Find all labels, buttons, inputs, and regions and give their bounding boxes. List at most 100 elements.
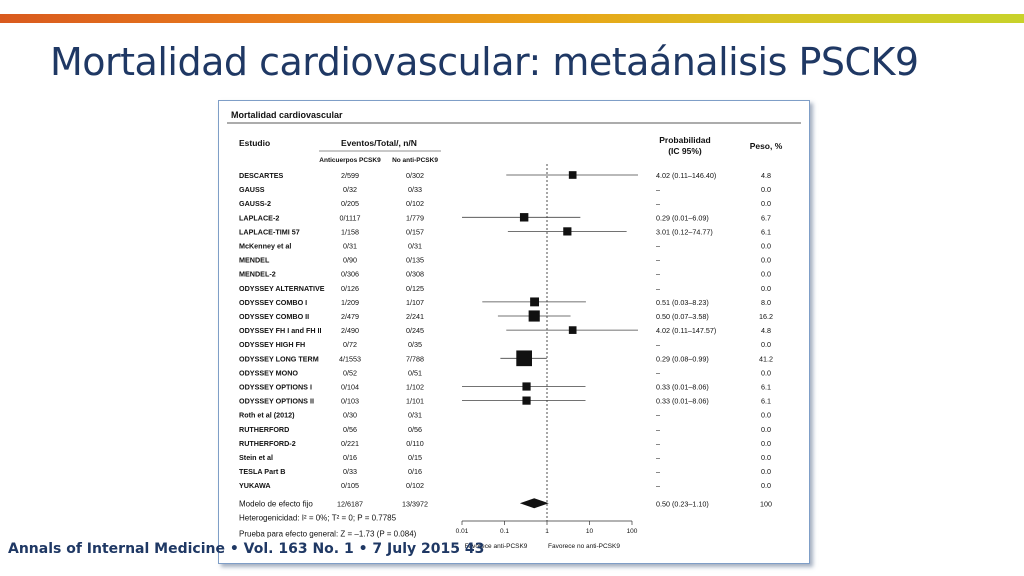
x-axis-tick-label: 0.1 — [500, 528, 509, 535]
pooled-control: 13/3972 — [402, 499, 428, 508]
study-treated: 0/205 — [341, 199, 359, 208]
study-control: 7/788 — [406, 354, 424, 363]
study-or-ci: – — [656, 481, 660, 490]
study-weight: 8.0 — [761, 298, 771, 307]
header-probability: Probabilidad — [659, 135, 710, 145]
x-axis-tick-label: 100 — [627, 528, 638, 535]
header-treated: Anticuerpos PCSK9 — [319, 157, 381, 164]
header-probability-ci: (IC 95%) — [668, 146, 702, 156]
study-name: DESCARTES — [239, 171, 284, 180]
study-treated: 0/126 — [341, 284, 359, 293]
study-or-ci: 0.51 (0.03–8.23) — [656, 298, 709, 307]
study-name: ODYSSEY ALTERNATIVE — [239, 284, 325, 293]
study-weight: 0.0 — [761, 185, 771, 194]
study-treated: 2/599 — [341, 171, 359, 180]
study-point — [516, 350, 532, 367]
study-control: 0/33 — [408, 185, 422, 194]
study-weight: 0.0 — [761, 439, 771, 448]
study-treated: 0/1117 — [340, 213, 361, 222]
study-name: ODYSSEY OPTIONS I — [239, 383, 312, 392]
study-treated: 0/105 — [341, 481, 359, 490]
study-treated: 4/1553 — [339, 354, 361, 363]
heterogeneity-text: Heterogenicidad: I² = 0%; Τ² = 0; P = 0.… — [239, 513, 397, 522]
study-point — [568, 326, 577, 334]
accent-bar — [0, 14, 1024, 23]
pooled-name: Modelo de efecto fijo — [239, 499, 313, 508]
study-or-ci: 3.01 (0.12–74.77) — [656, 227, 713, 236]
study-treated: 0/31 — [343, 242, 357, 251]
study-control: 0/157 — [406, 227, 424, 236]
study-name: McKenney et al — [239, 242, 291, 251]
study-or-ci: 0.29 (0.08–0.99) — [656, 354, 709, 363]
study-name: MENDEL-2 — [239, 270, 276, 279]
study-control: 1/101 — [406, 397, 424, 406]
study-name: ODYSSEY FH I and FH II — [239, 326, 322, 335]
study-or-ci: – — [656, 368, 660, 377]
study-weight: 0.0 — [761, 270, 771, 279]
study-control: 2/241 — [406, 312, 424, 321]
study-control: 0/102 — [406, 481, 424, 490]
study-name: ODYSSEY OPTIONS II — [239, 397, 314, 406]
study-control: 0/35 — [408, 340, 422, 349]
study-treated: 0/306 — [341, 270, 359, 279]
pooled-weight: 100 — [760, 499, 772, 508]
study-treated: 0/33 — [343, 467, 357, 476]
study-name: ODYSSEY LONG TERM — [239, 354, 319, 363]
study-name: RUTHERFORD — [239, 425, 289, 434]
study-or-ci: 0.33 (0.01–8.06) — [656, 383, 709, 392]
study-control: 0/31 — [408, 411, 422, 420]
study-treated: 0/32 — [343, 185, 357, 194]
study-treated: 2/479 — [341, 312, 359, 321]
study-treated: 1/158 — [341, 227, 359, 236]
study-weight: 0.0 — [761, 411, 771, 420]
study-or-ci: – — [656, 340, 660, 349]
study-weight: 0.0 — [761, 340, 771, 349]
study-weight: 16.2 — [759, 312, 773, 321]
study-point — [528, 310, 540, 322]
x-axis-tick-label: 10 — [586, 528, 594, 535]
study-name: ODYSSEY COMBO II — [239, 312, 309, 321]
study-treated: 0/16 — [343, 453, 357, 462]
study-or-ci: – — [656, 467, 660, 476]
study-treated: 1/209 — [341, 298, 359, 307]
study-weight: 0.0 — [761, 425, 771, 434]
study-or-ci: – — [656, 270, 660, 279]
header-events: Eventos/Total/, n/N — [341, 138, 417, 148]
study-or-ci: – — [656, 411, 660, 420]
study-name: RUTHERFORD-2 — [239, 439, 296, 448]
study-name: ODYSSEY MONO — [239, 368, 298, 377]
study-control: 0/31 — [408, 242, 422, 251]
study-or-ci: – — [656, 439, 660, 448]
study-name: GAUSS — [239, 185, 265, 194]
study-weight: 6.1 — [761, 383, 771, 392]
study-weight: 4.8 — [761, 326, 771, 335]
slide-title: Mortalidad cardiovascular: metaánalisis … — [50, 40, 919, 84]
study-or-ci: – — [656, 256, 660, 265]
pooled-diamond — [519, 498, 549, 509]
study-weight: 0.0 — [761, 242, 771, 251]
study-treated: 0/90 — [343, 256, 357, 265]
study-weight: 0.0 — [761, 284, 771, 293]
study-treated: 0/103 — [341, 397, 359, 406]
pooled-or-ci: 0.50 (0.23–1.10) — [656, 499, 709, 508]
study-weight: 0.0 — [761, 368, 771, 377]
study-or-ci: 0.33 (0.01–8.06) — [656, 397, 709, 406]
study-or-ci: – — [656, 242, 660, 251]
x-axis-tick-label: 1 — [545, 528, 549, 535]
study-point — [522, 396, 531, 405]
forest-plot: Mortalidad cardiovascular Estudio Eventos/… — [227, 110, 801, 550]
forest-plot-figure: Mortalidad cardiovascular Estudio Eventos/… — [218, 100, 810, 564]
study-or-ci: – — [656, 425, 660, 434]
study-name: ODYSSEY HIGH FH — [239, 340, 305, 349]
study-control: 0/245 — [406, 326, 424, 335]
study-weight: 0.0 — [761, 453, 771, 462]
study-control: 0/302 — [406, 171, 424, 180]
favors-right-label: Favorece no anti-PCSK9 — [548, 543, 620, 550]
study-control: 0/16 — [408, 467, 422, 476]
study-name: ODYSSEY COMBO I — [239, 298, 307, 307]
study-control: 0/51 — [408, 368, 422, 377]
study-point — [519, 213, 529, 222]
x-axis-tick-label: 0.01 — [456, 528, 469, 535]
study-weight: 6.1 — [761, 227, 771, 236]
study-weight: 0.0 — [761, 467, 771, 476]
